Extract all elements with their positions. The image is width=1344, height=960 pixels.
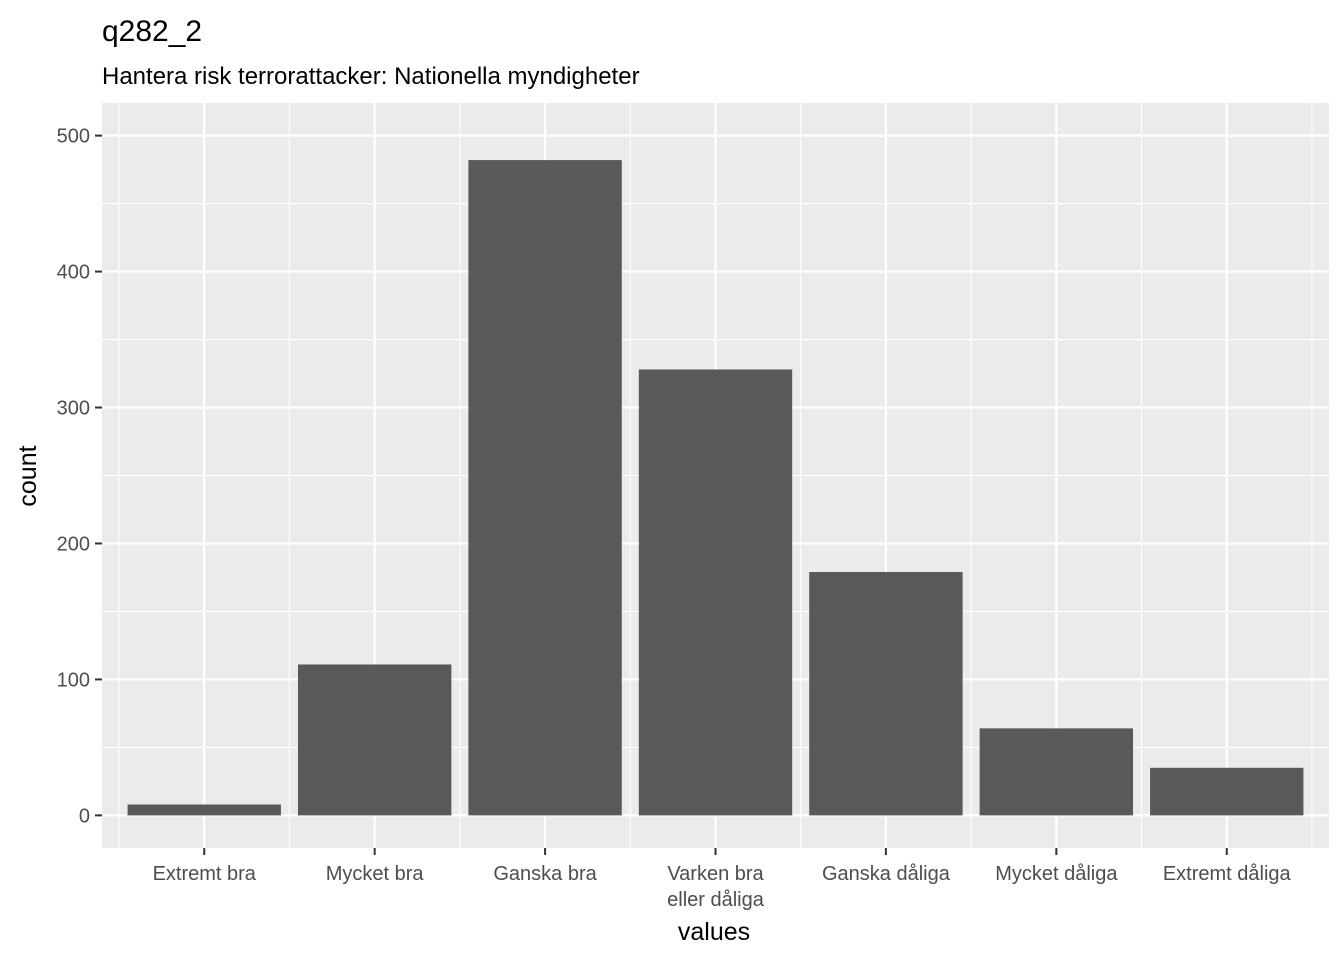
y-tick-label: 500 [57,126,90,148]
bar [638,369,793,816]
bar [468,160,622,816]
x-axis: Extremt bra Mycket bra Ganska bra Varken br… [153,848,1292,911]
x-tick-label: Extremt bra [153,863,257,885]
x-tick-label: Varken bra eller dåliga [667,863,765,911]
x-tick-label: Ganska dåliga [822,863,951,885]
y-tick-label: 300 [57,398,90,420]
bar [297,664,452,816]
bar [1150,767,1304,816]
y-tick-label: 0 [79,805,90,827]
y-axis: 0 100 200 300 400 500 [57,126,102,827]
x-tick-label: Ganska bra [493,863,597,885]
bar [809,572,963,816]
bar [127,804,281,816]
y-tick-label: 400 [57,262,90,284]
x-axis-title: values [678,918,750,946]
chart-subtitle: Hantera risk terrorattacker: Nationella … [102,63,640,90]
x-tick-label: Extremt dåliga [1163,863,1292,885]
y-axis-title: count [14,445,42,506]
x-tick-label: Mycket bra [326,863,425,885]
bars [127,160,1304,816]
y-tick-label: 100 [57,669,90,691]
chart-title: q282_2 [102,15,202,48]
x-tick-label: Mycket dåliga [995,863,1118,885]
y-tick-label: 200 [57,533,90,555]
bar [979,728,1134,816]
